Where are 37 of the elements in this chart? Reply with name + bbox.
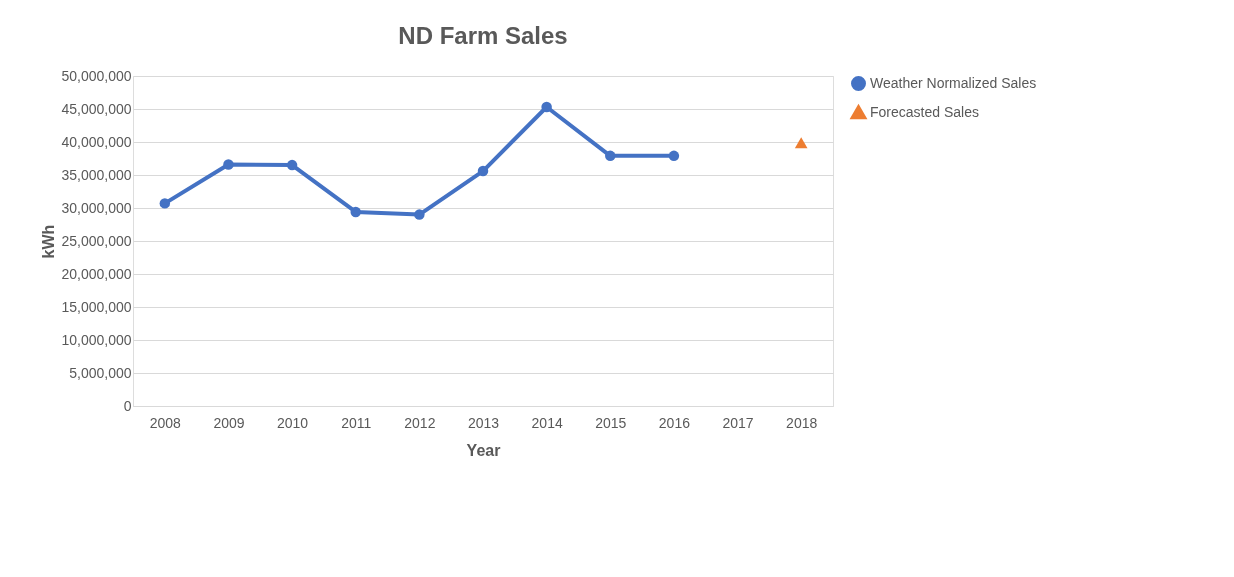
point	[541, 101, 552, 113]
point	[350, 206, 361, 218]
legend-label: Weather Normalized Sales	[870, 74, 1037, 91]
point	[605, 150, 616, 162]
point	[794, 137, 808, 149]
x-tick-label: 2012	[404, 414, 436, 431]
x-tick-label: 2009	[213, 414, 245, 431]
y-tick-label: 5,000,000	[69, 364, 132, 381]
point	[223, 159, 234, 170]
x-tick-label: 2008	[149, 414, 182, 431]
point	[286, 159, 298, 171]
x-axis-title: Year	[466, 441, 501, 459]
y-tick-label: 50,000,000	[61, 67, 132, 84]
y-axis-title: kWh	[40, 224, 58, 259]
y-tick-label: 35,000,000	[61, 166, 132, 183]
y-tick-label: 45,000,000	[61, 100, 132, 117]
x-tick-label: 2018	[786, 414, 818, 431]
y-tick-label: 15,000,000	[61, 298, 132, 315]
y-tick-label: 40,000,000	[61, 133, 132, 150]
y-tick-label: 30,000,000	[61, 199, 132, 216]
x-tick-label: 2011	[341, 414, 372, 431]
point	[668, 150, 680, 162]
chart-title: ND Farm Sales	[398, 22, 568, 49]
x-tick-label: 2013	[467, 414, 500, 431]
point	[477, 165, 489, 177]
y-tick-label: 0	[123, 397, 132, 414]
point	[414, 209, 425, 220]
y-tick-label: 20,000,000	[61, 265, 132, 282]
x-tick-label: 2015	[595, 414, 627, 431]
y-tick-label: 10,000,000	[61, 331, 132, 348]
y-tick-label: 25,000,000	[61, 232, 132, 249]
point	[159, 198, 171, 209]
x-tick-label: 2014	[531, 414, 563, 431]
x-tick-label: 2010	[277, 414, 309, 431]
x-tick-label: 2017	[722, 414, 754, 431]
legend-label: Forecasted Sales	[870, 103, 979, 120]
x-tick-label: 2016	[658, 414, 691, 431]
